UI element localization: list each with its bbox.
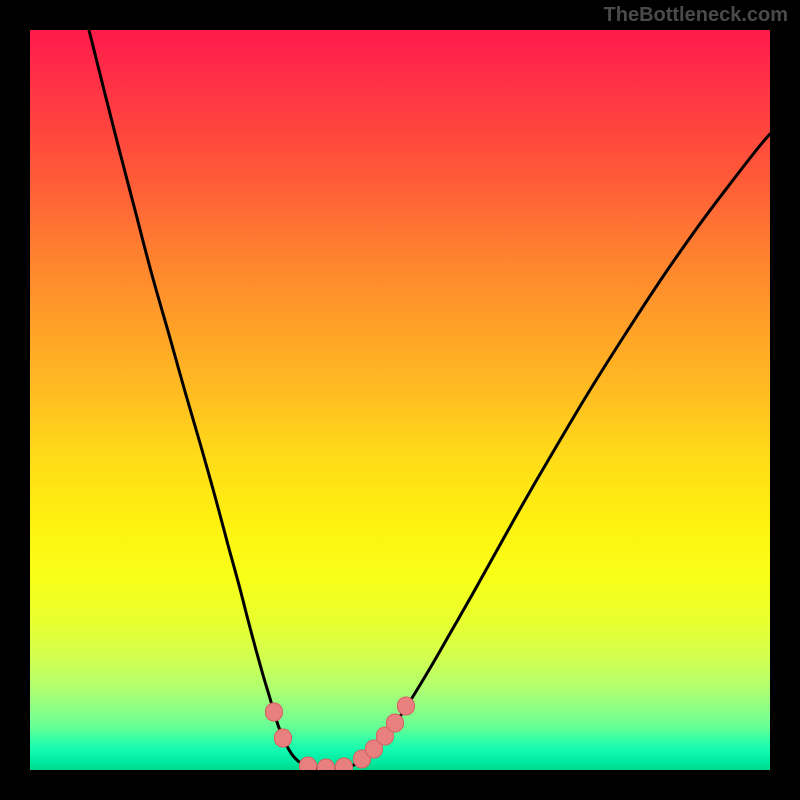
- curve-overlay: [30, 30, 770, 770]
- curve-marker: [265, 703, 282, 721]
- left-curve: [89, 30, 324, 770]
- curve-marker: [274, 729, 291, 747]
- curve-marker: [299, 757, 316, 770]
- curve-marker: [397, 697, 414, 715]
- right-curve: [324, 134, 770, 770]
- curve-marker: [335, 758, 352, 770]
- chart-container: TheBottleneck.com: [0, 0, 800, 800]
- plot-area: [30, 30, 770, 770]
- watermark-text: TheBottleneck.com: [604, 4, 788, 27]
- curve-marker: [386, 714, 403, 732]
- curve-marker: [317, 759, 334, 770]
- marker-group: [265, 697, 414, 770]
